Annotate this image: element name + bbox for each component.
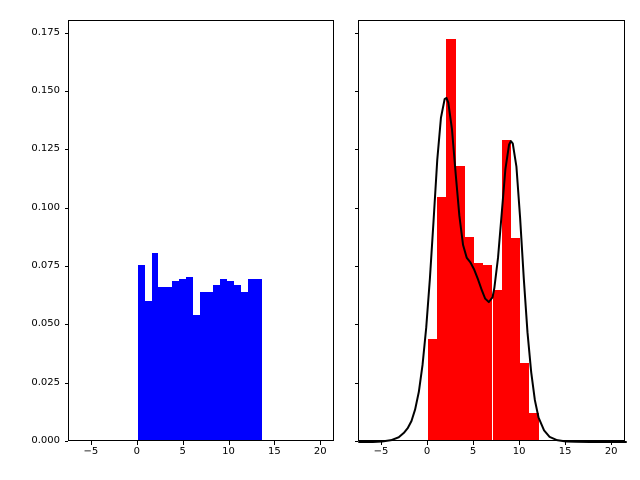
histogram-bar <box>240 291 248 440</box>
right-subplot-axes <box>358 20 627 443</box>
x-tick-label: 10 <box>222 446 235 457</box>
y-tick-mark <box>64 91 68 93</box>
histogram-bar <box>158 287 166 440</box>
histogram-bar <box>520 363 530 440</box>
left-subplot-axes <box>68 20 334 441</box>
x-tick-mark <box>519 441 521 445</box>
x-tick-mark <box>320 441 322 445</box>
y-tick-label: 0.100 <box>31 201 60 213</box>
histogram-bar <box>446 38 456 440</box>
x-tick-label: −5 <box>373 446 389 457</box>
y-tick-mark <box>64 32 68 34</box>
y-tick-label: 0.050 <box>31 318 60 330</box>
histogram-bar <box>144 301 152 440</box>
histogram-bar <box>172 281 180 440</box>
histogram-bar <box>510 238 521 440</box>
histogram-bar <box>428 338 438 440</box>
histogram-bar <box>247 279 255 440</box>
y-tick-label: 0.025 <box>31 376 60 388</box>
histogram-bar <box>192 315 200 440</box>
histogram-bar <box>474 262 484 440</box>
y-tick-mark <box>354 32 358 34</box>
histogram-bar <box>227 281 235 440</box>
x-tick-mark <box>274 441 276 445</box>
x-tick-label: 10 <box>512 446 526 457</box>
y-tick-mark <box>64 382 68 384</box>
right-plot-area <box>359 21 624 440</box>
y-tick-label: 0.150 <box>31 85 60 97</box>
y-tick-mark <box>64 324 68 326</box>
histogram-bar <box>206 291 214 440</box>
histogram-bar <box>464 237 475 440</box>
histogram-bar <box>179 279 186 440</box>
y-tick-mark <box>354 149 358 151</box>
y-tick-mark <box>354 207 358 209</box>
histogram-bar <box>529 413 539 440</box>
x-tick-mark <box>473 441 475 445</box>
histogram-bar <box>483 265 493 440</box>
histogram-bar <box>137 265 145 440</box>
histogram-bar <box>220 279 228 440</box>
histogram-bar <box>437 197 447 440</box>
x-tick-label: 0 <box>133 446 140 457</box>
y-tick-label: 0.075 <box>31 260 60 272</box>
histogram-bar <box>199 291 207 440</box>
y-tick-mark <box>354 324 358 326</box>
histogram-bar <box>185 276 193 440</box>
histogram-bar <box>254 279 262 440</box>
y-tick-label: 0.000 <box>31 435 60 446</box>
x-tick-mark <box>381 441 383 445</box>
y-tick-mark <box>64 149 68 151</box>
histogram-bar <box>165 287 173 440</box>
y-tick-label: 0.175 <box>31 26 60 38</box>
x-tick-label: 20 <box>604 446 618 457</box>
histogram-bar <box>492 289 502 440</box>
y-tick-mark <box>354 91 358 93</box>
x-tick-label: −5 <box>83 446 99 457</box>
x-tick-mark <box>90 441 92 445</box>
y-tick-mark <box>354 266 358 268</box>
x-tick-mark <box>136 441 138 445</box>
y-tick-label: 0.125 <box>31 143 60 155</box>
x-tick-mark <box>182 441 184 445</box>
x-tick-mark <box>611 441 613 445</box>
histogram-bar <box>213 284 221 440</box>
x-tick-mark <box>228 441 230 445</box>
y-tick-mark <box>354 441 358 442</box>
histogram-bar <box>455 165 465 440</box>
histogram-bar <box>501 140 511 440</box>
y-tick-mark <box>354 382 358 384</box>
x-tick-label: 5 <box>179 446 186 457</box>
histogram-bar <box>151 253 159 440</box>
x-tick-mark <box>565 441 567 445</box>
x-tick-mark <box>427 441 429 445</box>
y-tick-mark <box>64 441 68 442</box>
x-tick-label: 15 <box>558 446 572 457</box>
x-tick-label: 15 <box>268 446 281 457</box>
y-tick-mark <box>64 266 68 268</box>
left-plot-area <box>69 21 333 440</box>
histogram-bar <box>234 284 241 440</box>
x-tick-label: 0 <box>423 446 431 457</box>
x-tick-label: 5 <box>469 446 477 457</box>
y-tick-mark <box>64 207 68 209</box>
x-tick-label: 20 <box>313 446 327 457</box>
